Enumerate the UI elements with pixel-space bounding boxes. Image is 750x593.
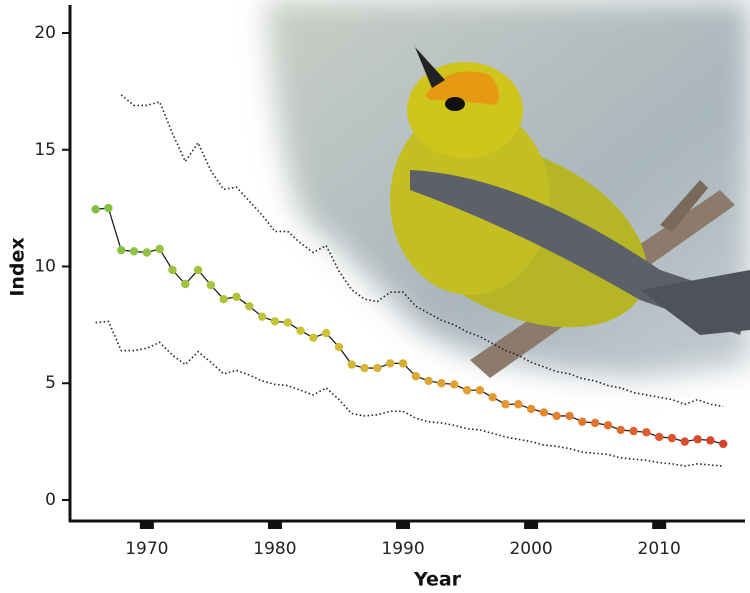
data-point: [398, 359, 408, 368]
x-tick-label: 2010: [638, 539, 681, 559]
data-point: [117, 245, 126, 255]
data-point: [360, 363, 369, 373]
data-point: [270, 317, 280, 326]
y-tick-label: 10: [34, 257, 56, 277]
data-point: [245, 301, 254, 311]
data-point: [257, 312, 267, 321]
data-point: [552, 411, 561, 421]
data-point: [296, 326, 305, 335]
data-point: [104, 203, 113, 213]
data-point: [155, 244, 164, 254]
data-point: [309, 333, 318, 342]
data-point: [578, 417, 587, 426]
data-point: [334, 342, 344, 352]
data-point: [501, 400, 510, 409]
data-point: [539, 408, 549, 417]
x-tick: [267, 521, 282, 529]
confidence-line: [120, 94, 724, 408]
data-point: [181, 279, 190, 289]
data-point: [168, 265, 177, 275]
y-tick-label: 5: [45, 373, 56, 393]
y-tick-label: 20: [34, 23, 56, 43]
data-point: [283, 318, 292, 327]
data-point: [642, 428, 651, 437]
data-point: [424, 376, 433, 386]
x-axis-title: Year: [413, 569, 462, 591]
y-tick-label: 0: [45, 490, 56, 510]
data-point: [667, 433, 677, 443]
data-point: [475, 386, 485, 395]
data-point: [129, 247, 139, 256]
data-point: [680, 437, 690, 446]
data-point: [565, 411, 574, 421]
data-point: [206, 280, 216, 290]
x-tick: [139, 521, 154, 529]
data-point: [629, 426, 638, 436]
data-point: [654, 432, 664, 442]
data-point: [321, 328, 331, 338]
data-point: [603, 421, 613, 430]
y-tick-label: 15: [34, 140, 56, 160]
x-tick: [396, 521, 411, 529]
data-point: [232, 292, 241, 302]
data-point: [91, 205, 100, 214]
data-point: [437, 379, 446, 388]
photo-background: [265, 0, 750, 378]
data-point: [616, 425, 625, 435]
x-tick-label: 1990: [381, 539, 424, 559]
x-tick-label: 2000: [509, 539, 552, 559]
data-point: [719, 439, 728, 449]
data-point: [411, 372, 421, 381]
x-tick-label: 1980: [253, 539, 296, 559]
data-point: [219, 294, 228, 304]
x-tick-label: 1970: [125, 539, 168, 559]
data-point: [386, 359, 395, 368]
data-point: [590, 418, 600, 428]
data-point: [142, 248, 152, 257]
data-point: [514, 400, 523, 409]
data-point: [706, 436, 715, 445]
data-point: [693, 435, 702, 444]
x-tick: [524, 521, 539, 529]
data-point: [450, 380, 459, 389]
data-point: [526, 404, 536, 414]
x-tick: [652, 521, 667, 529]
data-point: [462, 386, 472, 395]
data-point: [488, 393, 497, 402]
data-point: [193, 265, 203, 275]
data-point: [373, 363, 382, 373]
data-point: [347, 360, 356, 369]
y-axis-title: Index: [7, 237, 29, 296]
